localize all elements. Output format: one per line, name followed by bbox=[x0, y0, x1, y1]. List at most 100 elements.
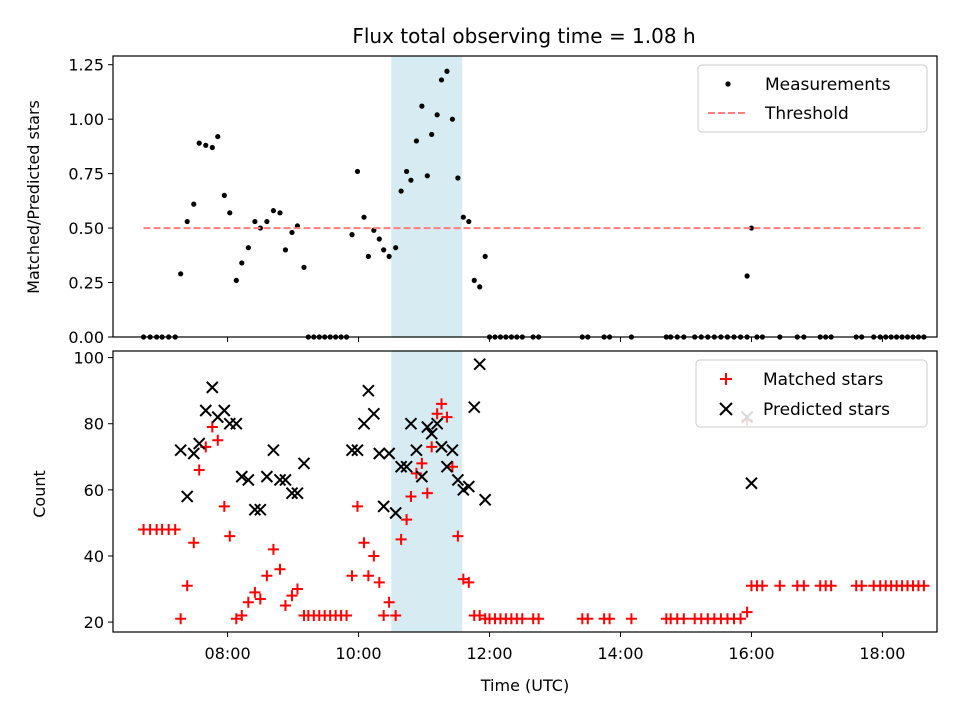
predicted-stars-point bbox=[415, 470, 429, 483]
matched-stars-point bbox=[431, 408, 443, 420]
top-plot-frame bbox=[112, 55, 938, 338]
measurements-point bbox=[429, 131, 435, 138]
matched-stars-point bbox=[756, 580, 768, 592]
measurements-point bbox=[270, 208, 277, 214]
measurements-point bbox=[413, 138, 420, 144]
measurements-point bbox=[191, 201, 197, 207]
measurements-point bbox=[239, 260, 245, 266]
predicted-stars-point bbox=[394, 460, 408, 473]
matched-stars-point bbox=[286, 590, 298, 602]
predicted-stars-point bbox=[285, 486, 299, 500]
predicted-stars-point bbox=[174, 443, 187, 457]
bottom-x-tick-label: 12:00 bbox=[466, 644, 512, 663]
matched-stars-point bbox=[175, 613, 187, 625]
measurements-point bbox=[748, 225, 755, 231]
predicted-stars-point bbox=[218, 404, 231, 417]
measurements-point bbox=[349, 232, 355, 238]
measurements-point bbox=[455, 175, 461, 181]
top-legend: Measurements Threshold bbox=[697, 64, 928, 133]
matched-stars-point bbox=[774, 580, 786, 592]
matched-stars-point bbox=[426, 441, 438, 453]
measurements-point bbox=[393, 245, 399, 251]
measurements-point bbox=[203, 142, 209, 148]
measurements-point bbox=[209, 144, 215, 151]
matched-stars-point bbox=[193, 464, 205, 476]
matched-stars-point bbox=[625, 613, 637, 625]
matched-stars-point bbox=[373, 576, 385, 588]
predicted-stars-point bbox=[745, 477, 758, 490]
matched-stars-point bbox=[346, 570, 358, 582]
measurements-point bbox=[221, 192, 227, 199]
matched-stars-point bbox=[351, 500, 363, 512]
predicted-stars-point bbox=[421, 420, 434, 434]
matched-stars-point bbox=[279, 600, 291, 612]
matched-stars-point bbox=[741, 606, 753, 618]
bottom-panel: Count Time (UTC) 20 40 60 80 100 08:00 10:00 1… bbox=[30, 349, 938, 695]
matched-stars-point bbox=[218, 500, 230, 512]
bottom-plot-frame bbox=[112, 350, 938, 633]
predicted-stars-point bbox=[351, 443, 364, 457]
predicted-stars-point bbox=[373, 447, 386, 460]
bottom-y-tick-label: 20 bbox=[84, 613, 104, 632]
matched-stars-point bbox=[446, 461, 458, 473]
matched-stars-point bbox=[401, 514, 413, 526]
predicted-stars-point bbox=[273, 473, 287, 487]
matched-stars-point bbox=[206, 421, 218, 433]
matched-stars-point bbox=[267, 543, 279, 555]
matched-stars-point bbox=[918, 580, 930, 592]
bottom-y-tick-label: 100 bbox=[73, 349, 104, 368]
top-y-axis-label: Matched/Predicted stars bbox=[24, 100, 43, 294]
matched-stars-point bbox=[181, 580, 193, 592]
measurements-point bbox=[403, 168, 410, 175]
predicted-stars-point bbox=[187, 447, 200, 460]
bottom-x-tick-label: 14:00 bbox=[597, 644, 643, 663]
predicted-stars-point bbox=[425, 427, 438, 440]
measurements-point bbox=[365, 253, 371, 260]
measurements-point bbox=[471, 277, 477, 283]
legend-label-predicted-stars: Predicted stars bbox=[763, 400, 890, 420]
predicted-stars-point bbox=[230, 417, 243, 430]
matched-stars-point bbox=[421, 487, 433, 499]
matched-stars-point bbox=[254, 593, 266, 605]
matched-stars-point bbox=[224, 530, 236, 542]
legend-label-threshold: Threshold bbox=[764, 104, 849, 124]
matched-stars-point bbox=[516, 613, 528, 625]
bottom-x-tick-label: 16:00 bbox=[728, 644, 774, 663]
matched-stars-point bbox=[274, 563, 286, 575]
matched-stars-point bbox=[261, 570, 273, 582]
top-y-tick-label: 1.00 bbox=[68, 110, 104, 129]
matched-stars-point bbox=[362, 570, 374, 582]
measurements-point bbox=[386, 253, 392, 260]
bottom-y-axis-label: Count bbox=[30, 470, 49, 518]
bottom-legend-box bbox=[695, 359, 928, 428]
bottom-y-tick-label: 60 bbox=[84, 481, 104, 500]
matched-stars-point bbox=[452, 530, 464, 542]
predicted-stars-point bbox=[279, 473, 292, 487]
measurements-point bbox=[398, 188, 404, 194]
measurements-point bbox=[449, 116, 456, 122]
measurements-point bbox=[264, 218, 270, 225]
measurements-point bbox=[744, 273, 750, 279]
bottom-y-tick-label: 40 bbox=[84, 547, 104, 566]
matched-stars-point bbox=[383, 596, 395, 608]
bottom-y-tick-label: 80 bbox=[84, 415, 104, 434]
matched-stars-point bbox=[410, 467, 422, 479]
predicted-stars-point bbox=[440, 460, 454, 473]
bottom-x-tick-label: 10:00 bbox=[336, 644, 382, 663]
predicted-stars-point bbox=[357, 417, 371, 430]
top-panel: Flux total observing time = 1.08 h Match… bbox=[24, 24, 938, 347]
matched-stars-point bbox=[416, 457, 428, 469]
matched-stars-point bbox=[188, 537, 200, 549]
matched-stars-point bbox=[341, 609, 353, 621]
matched-stars-point bbox=[582, 613, 594, 625]
predicted-stars-point bbox=[367, 407, 381, 421]
measurements-point bbox=[178, 271, 184, 277]
predicted-stars-point bbox=[254, 503, 267, 516]
measurements-point bbox=[477, 284, 483, 290]
top-y-tick-label: 0.50 bbox=[68, 219, 104, 238]
matched-stars-point bbox=[678, 613, 690, 625]
matched-stars-point bbox=[533, 613, 545, 625]
matched-stars-point bbox=[169, 524, 181, 536]
measurements-point bbox=[301, 264, 307, 270]
matched-stars-point bbox=[358, 537, 370, 549]
